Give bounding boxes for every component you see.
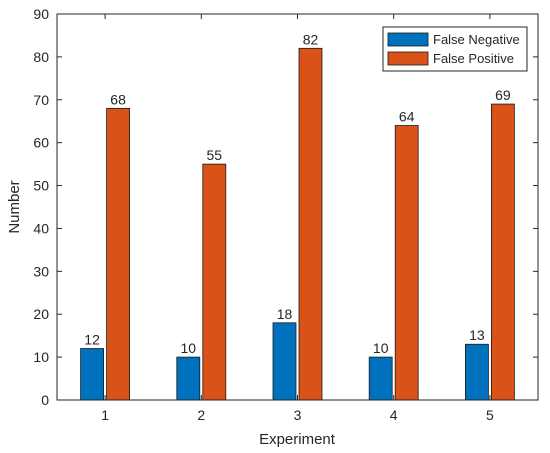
bar-false-positive: [394, 125, 419, 401]
bar-false-positive: [298, 47, 323, 401]
legend-entry: False Negative: [433, 32, 520, 47]
data-label: 82: [303, 31, 319, 47]
x-axis-title: Experiment: [259, 431, 336, 448]
data-label: 13: [469, 327, 485, 343]
bars-group: [80, 47, 515, 401]
x-axis: 1 2 3 4 5: [101, 14, 494, 423]
bar-false-negative: [272, 322, 297, 401]
y-tick-label: 50: [33, 178, 49, 194]
data-label: 69: [495, 87, 511, 103]
bar-false-positive: [106, 107, 130, 401]
plot-frame: [56, 13, 539, 401]
x-tick-label: 5: [486, 407, 494, 423]
y-tick-label: 30: [33, 263, 49, 279]
y-axis-title: Number: [6, 180, 23, 233]
bar-false-positive: [202, 163, 227, 401]
data-label: 55: [207, 147, 223, 163]
y-tick-label: 20: [33, 306, 49, 322]
legend-entry: False Positive: [433, 51, 514, 66]
bar-false-negative: [176, 356, 201, 401]
data-label: 12: [84, 332, 100, 348]
data-label: 68: [110, 91, 126, 107]
y-tick-label: 40: [33, 220, 49, 236]
legend-swatch: [387, 51, 429, 66]
legend: False Negative False Positive: [382, 26, 528, 72]
data-label: 64: [399, 109, 415, 125]
x-tick-label: 3: [294, 407, 302, 423]
bar-false-negative: [464, 343, 489, 401]
y-tick-label: 90: [33, 6, 49, 22]
bar-false-negative: [368, 356, 393, 401]
data-label: 18: [277, 306, 293, 322]
plot-area: [57, 14, 538, 400]
x-tick-label: 2: [197, 407, 205, 423]
y-axis: 0 10 20 30 40 50 60 70 80 90: [33, 6, 538, 408]
y-tick-label: 0: [41, 392, 49, 408]
y-tick-label: 80: [33, 49, 49, 65]
data-label: 10: [181, 340, 197, 356]
data-labels-group: 12 68 10 55 18 82 10 64 13 69: [84, 31, 511, 356]
y-tick-label: 10: [33, 349, 49, 365]
x-tick-label: 1: [101, 407, 109, 423]
bar-false-negative: [80, 348, 104, 401]
y-tick-label: 70: [33, 92, 49, 108]
x-tick-label: 4: [390, 407, 398, 423]
legend-swatch: [387, 32, 429, 47]
bar-false-positive: [490, 103, 515, 401]
y-tick-label: 60: [33, 135, 49, 151]
data-label: 10: [373, 340, 389, 356]
